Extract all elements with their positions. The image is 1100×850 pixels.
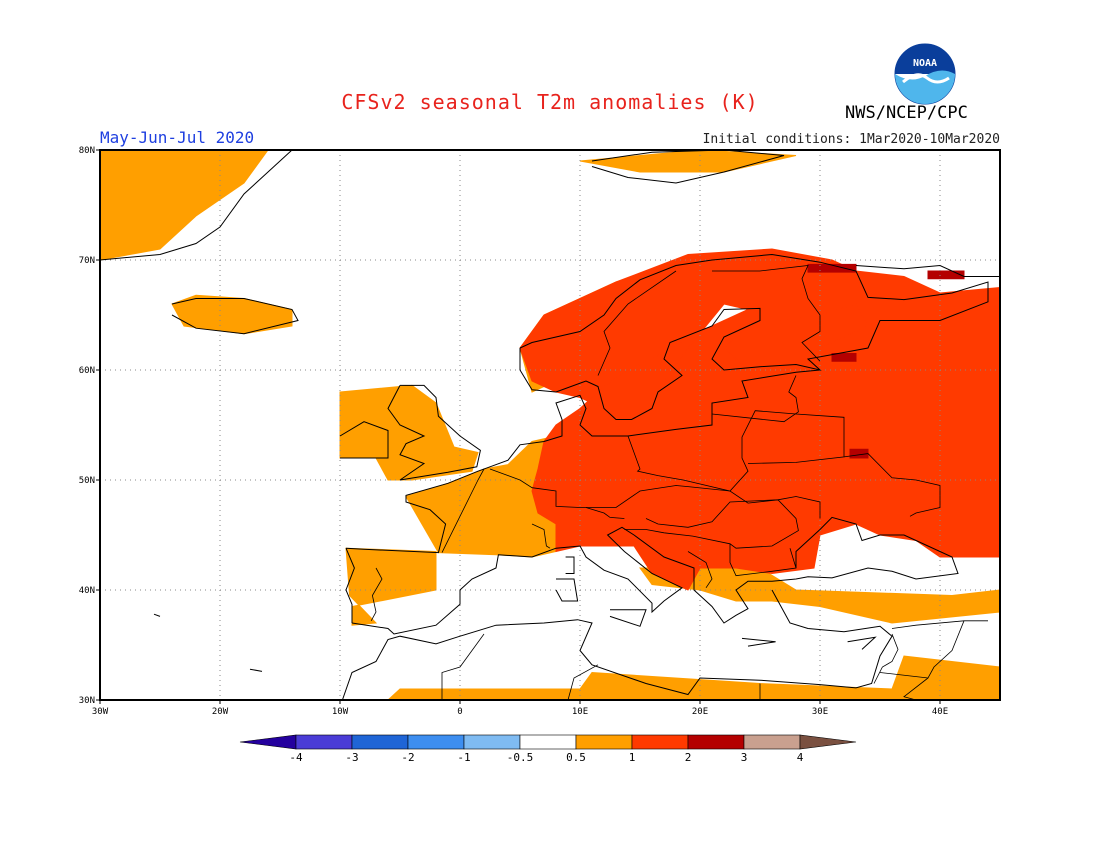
coastline xyxy=(609,609,647,627)
colorbar-segment--0.5 xyxy=(463,734,521,750)
country-border xyxy=(585,507,625,519)
colorbar-tick-label: 1 xyxy=(629,751,636,764)
colorbar-tick-label: 4 xyxy=(797,751,804,764)
colorbar-segment--1 xyxy=(407,734,465,750)
colorbar: -4 -3 -2 -1 -0.5 0.5 1 2 3 4 xyxy=(239,734,857,764)
lon-tick-label: 30W xyxy=(92,707,109,717)
colorbar-tick-label: -3 xyxy=(345,751,358,764)
country-border xyxy=(370,567,383,621)
borders-layer xyxy=(370,265,988,700)
colorbar-tick-label: -0.5 xyxy=(507,751,534,764)
country-border xyxy=(489,468,821,519)
anomaly-region-0.5-1-2 xyxy=(339,384,479,481)
lon-tick-label: 30E xyxy=(812,707,828,717)
coastline xyxy=(351,516,959,635)
coastline xyxy=(847,636,877,650)
country-border xyxy=(627,410,845,492)
country-border xyxy=(843,453,941,517)
lat-tick-label: 40N xyxy=(79,586,95,596)
axis-ticks-layer: 30W 20W 10W 0 10E 20E 30E 40E 80N 70N 60N 50N 40N 30N xyxy=(79,146,948,717)
forecast-period: May-Jun-Jul 2020 xyxy=(100,128,255,147)
lon-tick-label: 0 xyxy=(457,707,462,717)
colorbar-left-arrow xyxy=(239,734,297,750)
lat-tick-label: 50N xyxy=(79,476,95,486)
country-border xyxy=(567,664,599,700)
country-border xyxy=(597,270,677,376)
lon-tick-label: 10E xyxy=(572,707,588,717)
coastline xyxy=(555,578,579,602)
lon-tick-label: 20W xyxy=(212,707,229,717)
map-frame xyxy=(99,149,1001,701)
colorbar-tick-label: 2 xyxy=(685,751,692,764)
colorbar-tick-label: -2 xyxy=(401,751,414,764)
coastline xyxy=(153,613,161,617)
country-border xyxy=(711,375,799,423)
noaa-logo-text: NOAA xyxy=(913,58,937,69)
colorbar-segment-3 xyxy=(687,734,745,750)
lon-tick-label: 40E xyxy=(932,707,948,717)
anomaly-region-0.5-1-0 xyxy=(100,150,269,261)
agency-label: NWS/NCEP/CPC xyxy=(845,103,968,123)
coastline xyxy=(565,556,575,574)
coastline xyxy=(591,150,785,184)
country-border xyxy=(624,499,799,549)
coastline xyxy=(249,668,263,672)
country-border xyxy=(712,265,821,362)
coastline xyxy=(171,298,299,335)
coastline xyxy=(341,589,893,700)
coastline xyxy=(519,253,989,420)
country-border xyxy=(879,620,965,679)
country-border xyxy=(891,620,988,629)
anomaly-region-0.5-1-8 xyxy=(387,655,1000,700)
colorbar-segment-1 xyxy=(575,734,633,750)
anomaly-regions-layer xyxy=(100,150,1000,700)
noaa-logo: NOAA xyxy=(893,42,957,106)
lat-tick-label: 60N xyxy=(79,366,95,376)
anomaly-region-0.5-1-4 xyxy=(345,547,437,626)
lon-tick-label: 20E xyxy=(692,707,708,717)
country-border xyxy=(903,677,929,700)
country-border xyxy=(873,633,899,684)
colorbar-tick-label: -1 xyxy=(457,751,470,764)
country-border xyxy=(687,551,713,589)
country-border xyxy=(531,523,551,549)
map-title: CFSv2 seasonal T2m anomalies (K) xyxy=(341,90,759,114)
coastline xyxy=(387,384,481,481)
country-border xyxy=(441,468,485,553)
country-border xyxy=(441,633,485,700)
country-border xyxy=(729,543,797,577)
colorbar-tick-label: 3 xyxy=(741,751,748,764)
colorbar-segment-4 xyxy=(743,734,801,750)
colorbar-tick-label: 0.5 xyxy=(566,751,586,764)
lat-tick-label: 70N xyxy=(79,256,95,266)
initial-conditions: Initial conditions: 1Mar2020-10Mar2020 xyxy=(702,132,1000,147)
coastline xyxy=(741,637,776,647)
colorbar-tick-label: -4 xyxy=(289,751,303,764)
colorbar-segment-2 xyxy=(631,734,689,750)
lat-tick-label: 30N xyxy=(79,696,95,706)
coastline xyxy=(855,264,1000,277)
lon-tick-label: 10W xyxy=(332,707,349,717)
coastline xyxy=(100,150,293,261)
coastline xyxy=(345,548,355,623)
lat-tick-label: 80N xyxy=(79,146,95,156)
colorbar-segment--2 xyxy=(351,734,409,750)
anomaly-region-2-3-1 xyxy=(927,270,965,280)
colorbar-segment--3 xyxy=(295,734,353,750)
colorbar-segment-0.5 xyxy=(519,734,577,750)
anomaly-region-2-3-2 xyxy=(831,353,857,362)
colorbar-right-arrow xyxy=(799,734,857,750)
anomaly-region-0.5-1-1 xyxy=(171,294,293,335)
coastline xyxy=(339,421,389,459)
